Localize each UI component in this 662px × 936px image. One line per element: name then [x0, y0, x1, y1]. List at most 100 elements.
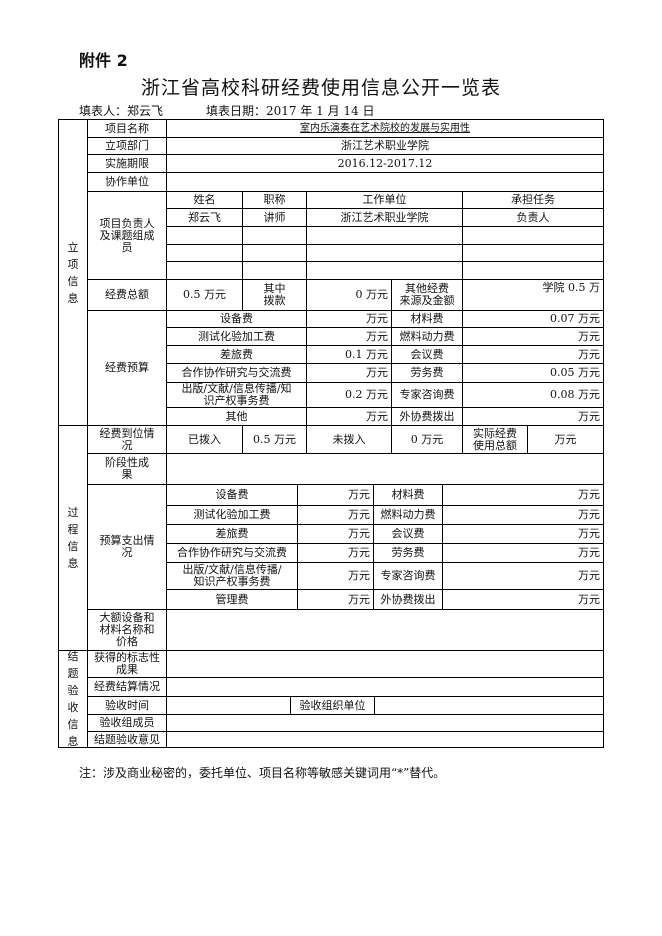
cell-text: 外协费拨出: [380, 592, 436, 606]
budget-cell: 万元: [462, 345, 604, 364]
cell-text: 专家咨询费: [380, 569, 436, 582]
budget-cell: 万元: [462, 407, 604, 426]
field-label: 验收组成员: [87, 714, 167, 732]
field-value: 室内乐演奏在艺术院校的发展与实用性: [166, 119, 604, 138]
footnote: 注：涉及商业秘密的，委托单位、项目名称等敏感关键词用“*”替代。: [79, 766, 446, 780]
field-value: [166, 696, 291, 715]
cell-text: 会议费: [391, 527, 425, 540]
cell-text: 万元: [366, 312, 388, 325]
cell-text: 项目负责人 及课题组成 员: [99, 216, 155, 254]
cell-text: 过 程 信 息: [67, 506, 79, 570]
field-label: 经费到位情 况: [87, 425, 167, 454]
cell-text: 职称: [263, 193, 286, 206]
member-cell: [166, 244, 243, 262]
cell-text: 劳务费: [410, 366, 444, 379]
cell-text: 万元: [348, 488, 370, 501]
filler-label: 填表人：郑云飞: [79, 104, 164, 118]
cell-text: 浙江艺术职业学院: [340, 210, 429, 224]
member-cell: [242, 244, 307, 262]
cell-text: 万元: [578, 508, 600, 521]
cell-text: 学院 0.5 万: [542, 281, 601, 294]
cell-text: 0.08 万元: [550, 388, 600, 401]
cell-text: 实施期限: [105, 156, 149, 170]
cell-text: 其他: [225, 409, 248, 423]
budget-cell: 万元: [306, 407, 392, 426]
spend-cell: 材料费: [373, 484, 443, 506]
field-label: 验收时间: [87, 696, 167, 715]
budget-cell: 差旅费: [166, 345, 307, 364]
cell-text: 其他经费 来源及金额: [399, 282, 455, 307]
member-cell: [306, 244, 463, 262]
budget-cell: 测试化验加工费: [166, 327, 307, 346]
field-label: 阶段性成 果: [87, 453, 167, 485]
cell-text: 万元: [578, 546, 600, 559]
cell-text: 未拨入: [332, 432, 366, 446]
cell-text: 出版/文献/信息传播/知 识产权事务费: [181, 382, 292, 407]
cell-text: 室内乐演奏在艺术院校的发展与实用性: [300, 122, 470, 134]
budget-cell: 材料费: [391, 310, 463, 328]
table-cell: 0 万元: [306, 279, 392, 311]
spend-cell: 测试化验加工费: [166, 505, 298, 525]
cell-text: 测试化验加工费: [193, 508, 271, 521]
field-label: 经费预算: [87, 310, 167, 426]
cell-text: 设备费: [220, 312, 253, 325]
cell-text: 实际经费 使用总额: [473, 426, 517, 452]
section-label: 结 题 验 收 信 息: [58, 650, 88, 748]
cell-text: 差旅费: [215, 527, 249, 540]
member-cell: [306, 261, 463, 280]
spend-cell: 万元: [297, 484, 374, 506]
cell-text: 万元: [578, 329, 600, 343]
cell-text: 验收组成员: [99, 716, 155, 729]
spend-cell: 万元: [442, 524, 604, 544]
cell-text: 验收时间: [105, 698, 149, 712]
cell-text: 验收组织单位: [299, 698, 366, 712]
budget-cell: 专家咨询费: [391, 382, 463, 408]
member-cell: [462, 226, 604, 245]
spend-cell: 差旅费: [166, 524, 298, 544]
column-header: 职称: [242, 191, 307, 209]
budget-cell: 劳务费: [391, 363, 463, 383]
spend-cell: 燃料动力费: [373, 505, 443, 525]
cell-text: 万元: [348, 527, 370, 540]
field-label: 实施期限: [87, 154, 167, 173]
field-value: [166, 609, 604, 651]
budget-cell: 万元: [306, 363, 392, 383]
budget-cell: 0.08 万元: [462, 382, 604, 408]
cell-text: 管理费: [215, 592, 249, 606]
cell-text: 设备费: [215, 488, 249, 501]
cell-text: 万元: [348, 546, 370, 559]
member-cell: [462, 261, 604, 280]
cell-text: 0.05 万元: [550, 366, 600, 379]
spend-cell: 万元: [297, 524, 374, 544]
spend-cell: 出版/文献/信息传播/ 知识产权事务费: [166, 562, 298, 590]
column-header: 承担任务: [462, 191, 604, 209]
member-cell: [462, 244, 604, 262]
spend-cell: 会议费: [373, 524, 443, 544]
section-label: 过 程 信 息: [58, 425, 88, 651]
cell-text: 万元: [578, 569, 600, 582]
cell-text: 材料费: [391, 488, 425, 501]
member-cell: 郑云飞: [166, 208, 243, 227]
field-label: 经费总额: [87, 279, 167, 311]
budget-cell: 外协费拨出: [391, 407, 463, 426]
member-cell: 讲师: [242, 208, 307, 227]
field-label: 获得的标志性 成果: [87, 650, 167, 678]
cell-text: 合作协作研究与交流费: [181, 366, 292, 379]
budget-cell: 万元: [306, 310, 392, 328]
column-header: 工作单位: [306, 191, 463, 209]
cell-text: 负责人: [516, 210, 550, 224]
cell-text: 承担任务: [511, 193, 555, 206]
spend-cell: 万元: [297, 505, 374, 525]
cell-text: 合作协作研究与交流费: [177, 546, 287, 559]
cell-text: 预算支出情 况: [99, 534, 155, 559]
spend-cell: 专家咨询费: [373, 562, 443, 590]
cell-text: 阶段性成 果: [105, 456, 149, 481]
spend-cell: 万元: [442, 543, 604, 563]
cell-text: 经费预算: [105, 361, 149, 374]
spend-cell: 合作协作研究与交流费: [166, 543, 298, 563]
funding-cell: 实际经费 使用总额: [462, 425, 528, 454]
column-header: 姓名: [166, 191, 243, 209]
funding-cell: 万元: [527, 425, 604, 454]
field-value: [166, 731, 604, 748]
